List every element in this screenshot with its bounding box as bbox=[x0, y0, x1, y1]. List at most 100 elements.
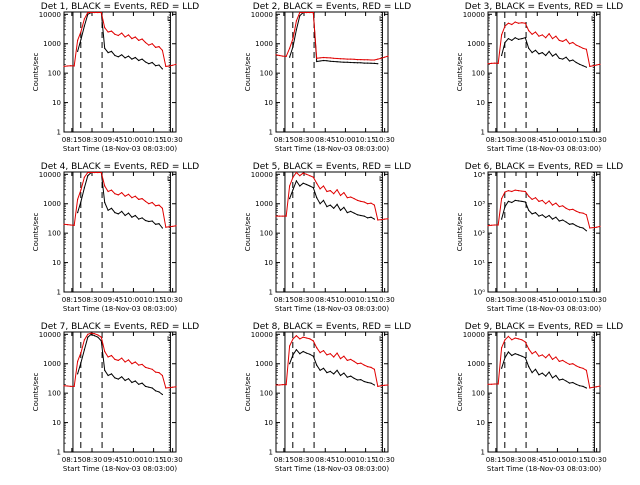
y-tick-label: 10² bbox=[473, 230, 485, 238]
series-events-point bbox=[107, 374, 109, 377]
series-lld-point bbox=[504, 25, 506, 27]
series-lld-point bbox=[575, 365, 577, 367]
series-events-point bbox=[370, 382, 372, 384]
series-lld-point bbox=[531, 198, 533, 200]
y-tick-label: 10 bbox=[476, 419, 485, 427]
series-lld-point bbox=[302, 11, 304, 14]
y-tick-label: 1000 bbox=[255, 200, 273, 208]
series-events-point bbox=[316, 197, 318, 199]
series-events-point bbox=[541, 214, 543, 216]
series-events-point bbox=[356, 214, 359, 216]
series-events-point bbox=[501, 54, 503, 57]
series-lld-point bbox=[501, 34, 503, 36]
series-lld-point bbox=[309, 338, 311, 340]
series-events-point bbox=[312, 355, 314, 357]
series-events-point bbox=[514, 37, 516, 39]
x-tick-label: 10:15 bbox=[568, 296, 588, 304]
series-lld-point bbox=[295, 335, 297, 337]
series-events-point bbox=[373, 384, 375, 386]
series-events-point bbox=[558, 379, 560, 381]
series-events-point bbox=[562, 378, 564, 380]
series-lld-point bbox=[97, 334, 99, 336]
series-events-point bbox=[322, 367, 325, 369]
series-lld-point bbox=[370, 202, 372, 204]
series-lld-point bbox=[339, 194, 342, 197]
series-lld-point bbox=[117, 34, 119, 37]
series-lld-point bbox=[599, 63, 601, 65]
panel-title: Det 7, BLACK = Events, RED = LLD bbox=[41, 322, 200, 332]
series-lld-point bbox=[541, 354, 543, 356]
series-lld-point bbox=[329, 57, 331, 59]
series-events-point bbox=[339, 209, 342, 211]
y-tick-label: 1 bbox=[481, 449, 485, 457]
series-lld-point bbox=[326, 190, 328, 193]
x-tick-label: 10:00 bbox=[123, 456, 143, 464]
series-lld-point bbox=[127, 193, 130, 195]
series-lld-point bbox=[83, 339, 85, 341]
series-lld-point bbox=[295, 20, 297, 22]
series-events-point bbox=[131, 58, 133, 60]
series-lld-point bbox=[309, 175, 311, 177]
x-tick-label: 08:15 bbox=[62, 456, 82, 464]
series-lld-point bbox=[384, 56, 386, 58]
series-events-point bbox=[305, 183, 308, 186]
series-lld-point bbox=[531, 33, 533, 35]
series-lld-point bbox=[138, 198, 140, 200]
series-lld-point bbox=[299, 11, 301, 14]
series-events-point bbox=[77, 373, 79, 375]
series-lld-point bbox=[528, 30, 530, 32]
series-events-point bbox=[582, 65, 584, 67]
series-lld-point bbox=[278, 54, 280, 57]
series-lld-point bbox=[322, 350, 325, 352]
y-axis-title: Counts/sec bbox=[456, 53, 464, 92]
y-tick-label: 10000 bbox=[251, 331, 273, 339]
y-axis-title: Counts/sec bbox=[244, 53, 252, 92]
panel-title: Det 6, BLACK = Events, RED = LLD bbox=[465, 162, 624, 172]
series-events-point bbox=[141, 382, 143, 384]
x-tick-label: 10:00 bbox=[547, 136, 567, 144]
series-events-point bbox=[138, 383, 140, 385]
series-lld-point bbox=[316, 347, 318, 349]
series-events-point bbox=[316, 364, 318, 366]
x-tick-label: 08:30 bbox=[506, 136, 526, 144]
series-lld-point bbox=[172, 225, 174, 227]
series-lld-point bbox=[158, 204, 160, 206]
series-lld-point bbox=[514, 21, 516, 23]
series-lld-point bbox=[292, 176, 294, 178]
panel-det-5: Det 5, BLACK = Events, RED = LLD 1 10 100 10… bbox=[244, 162, 411, 313]
series-lld-point bbox=[155, 205, 157, 207]
x-tick-label: 10:30 bbox=[587, 136, 607, 144]
series-lld-point bbox=[326, 57, 328, 59]
series-lld-point bbox=[148, 367, 150, 369]
x-axis-title: Start Time (18-Nov-03 08:03:00) bbox=[275, 305, 389, 313]
series-lld-point bbox=[134, 195, 136, 197]
series-events-point bbox=[161, 393, 163, 396]
series-lld-point bbox=[77, 198, 79, 200]
series-lld-point bbox=[148, 203, 150, 205]
series-lld-point bbox=[497, 224, 499, 226]
y-axis-title: Counts/sec bbox=[32, 373, 40, 412]
series-events-point bbox=[138, 59, 140, 62]
series-lld-point bbox=[285, 55, 287, 58]
series-lld-point bbox=[589, 65, 591, 67]
series-lld-point bbox=[148, 44, 150, 46]
series-lld-point bbox=[555, 202, 557, 204]
panel-det-2: Det 2, BLACK = Events, RED = LLD 1 10 100 10… bbox=[244, 2, 411, 153]
series-lld-point bbox=[572, 41, 574, 44]
series-lld-point bbox=[487, 383, 489, 385]
series-lld-point bbox=[596, 226, 598, 228]
series-events-point bbox=[110, 50, 113, 53]
series-lld-point bbox=[97, 11, 99, 14]
series-lld-point bbox=[100, 171, 102, 174]
series-lld-point bbox=[511, 23, 513, 26]
series-events-point bbox=[551, 55, 554, 57]
series-events-point bbox=[158, 391, 160, 393]
corner-mark: L bbox=[379, 175, 383, 183]
series-lld-line bbox=[487, 189, 601, 229]
y-tick-label: 10³ bbox=[473, 200, 485, 208]
plot-frame bbox=[487, 331, 601, 453]
series-lld-point bbox=[350, 58, 352, 60]
series-lld-point bbox=[511, 190, 513, 193]
series-events-point bbox=[151, 387, 153, 389]
series-lld-point bbox=[302, 172, 304, 174]
